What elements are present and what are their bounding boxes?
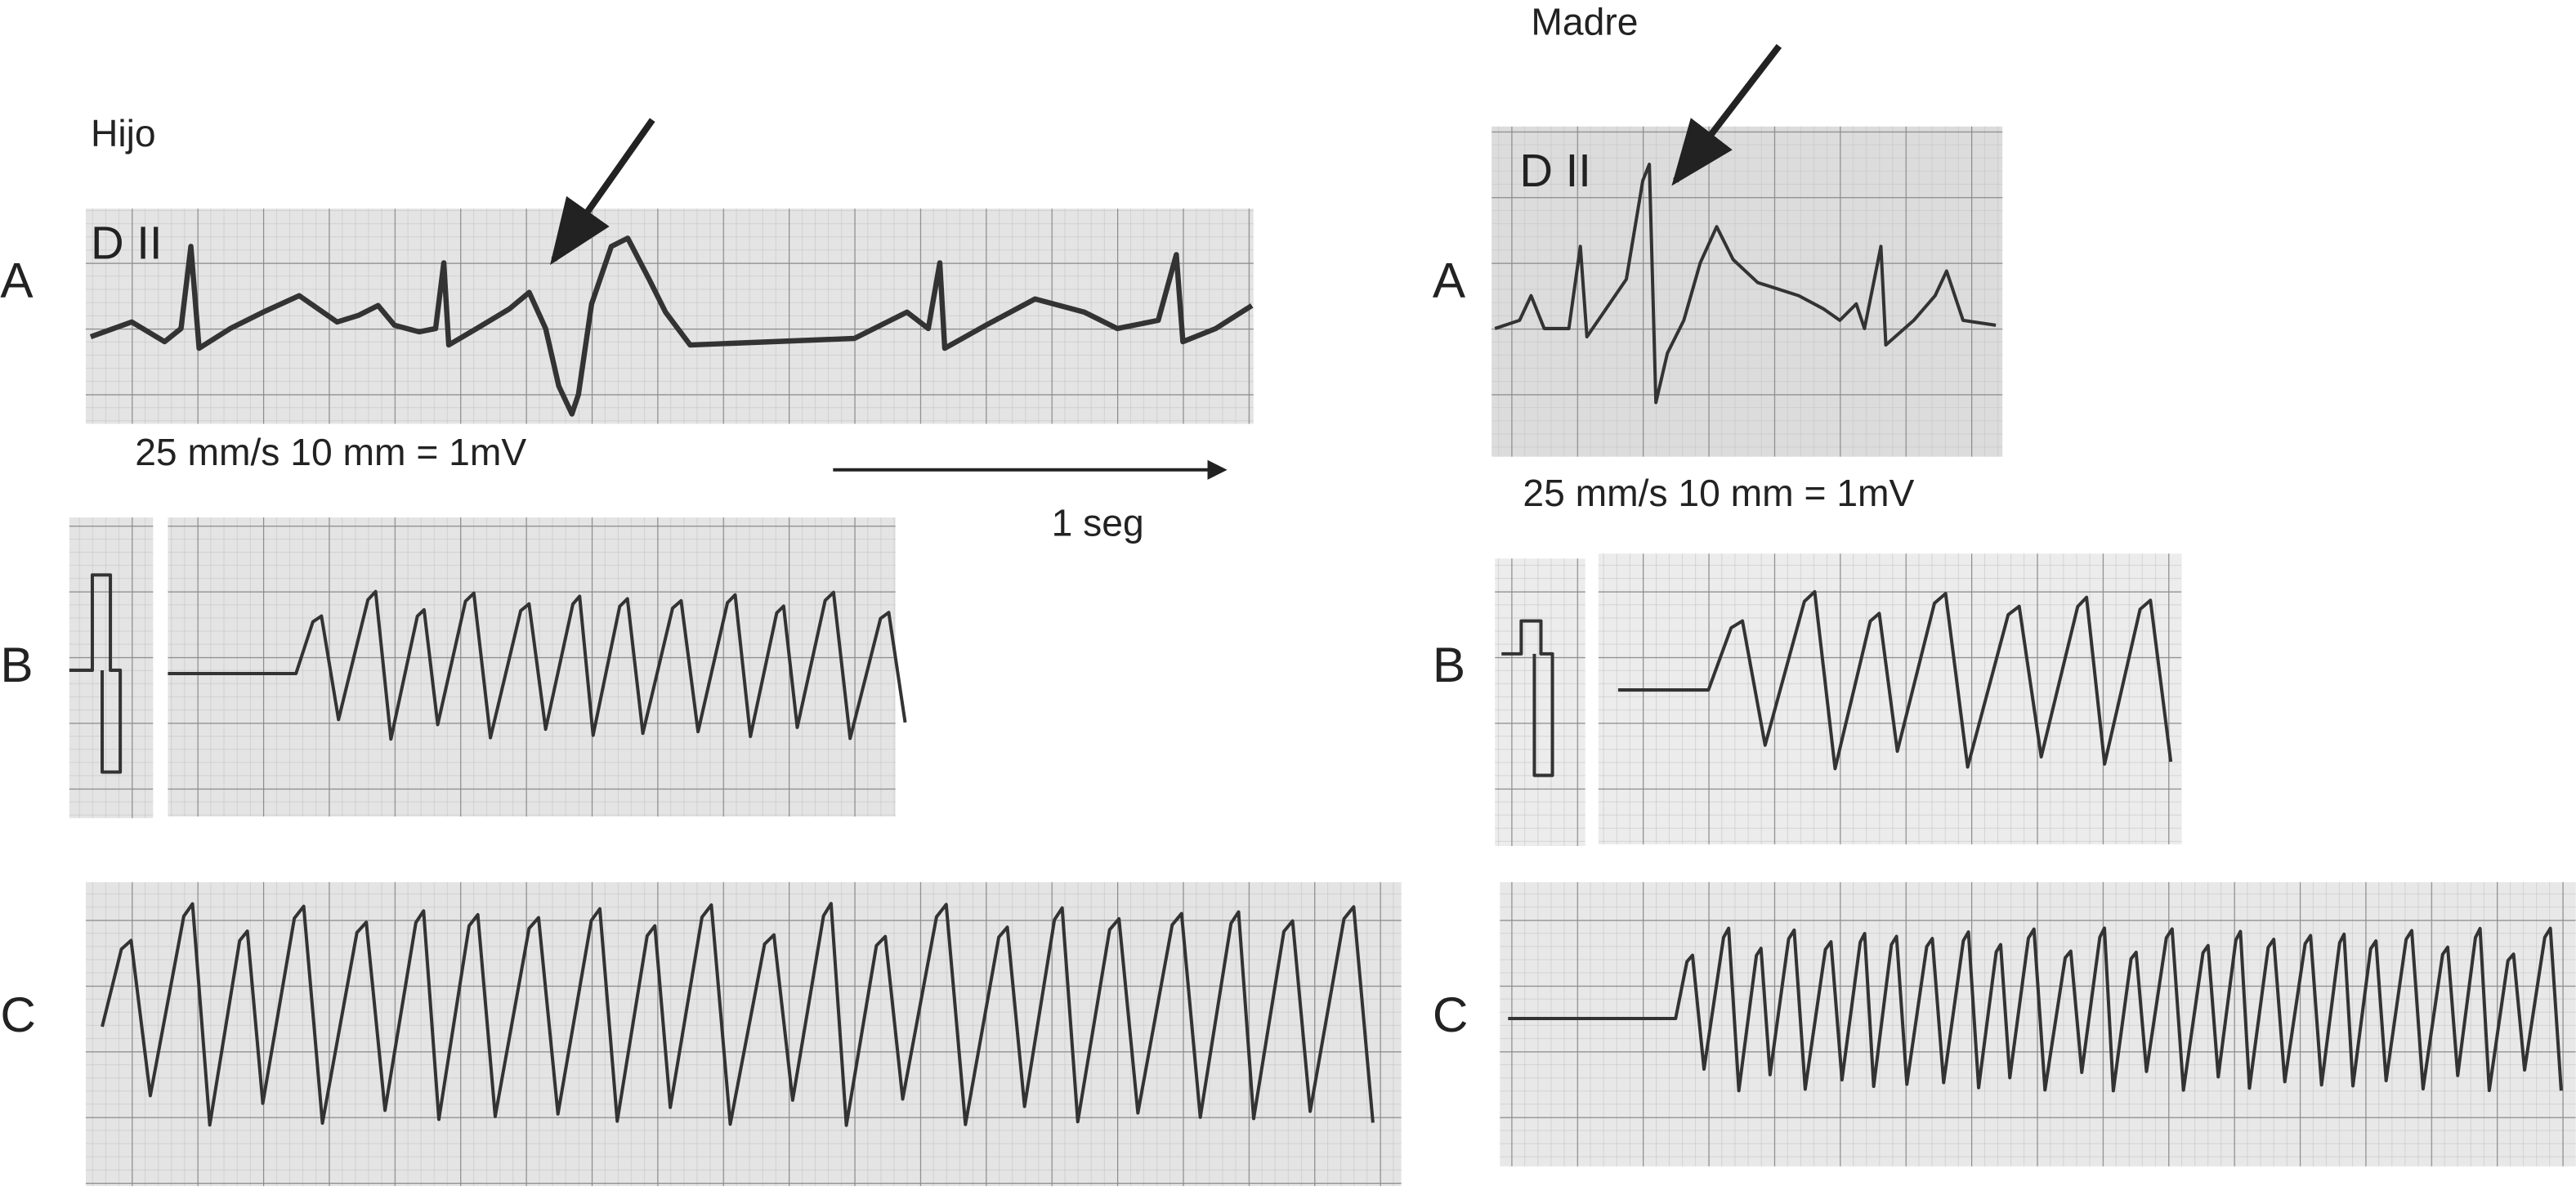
panel-title: Hijo [91, 112, 156, 154]
calibration [1501, 619, 1554, 777]
ecg-trace [101, 902, 1375, 1127]
ecg-trace [168, 589, 907, 741]
ecg-strips [69, 126, 2576, 1186]
grid [168, 517, 896, 817]
row-label: A [1433, 253, 1466, 308]
calibration [69, 573, 123, 774]
grid [1500, 882, 2576, 1166]
grid [1491, 126, 2003, 457]
panel-title: Madre [1531, 0, 1638, 43]
scale-label: 25 mm/s 10 mm = 1mV [1523, 472, 1914, 514]
time-label: 1 seg [1052, 501, 1144, 544]
scale-label: 25 mm/s 10 mm = 1mV [135, 431, 526, 473]
arrow [1671, 43, 1782, 186]
lead-label: D II [1519, 145, 1591, 196]
grid [1495, 558, 1585, 846]
ecg-trace [1494, 162, 1997, 405]
ecg-trace [89, 235, 1254, 417]
arrow [550, 118, 655, 266]
row-label: B [0, 637, 33, 692]
row-label: C [1433, 987, 1469, 1042]
row-label: B [1433, 637, 1465, 692]
row-label: A [0, 253, 34, 308]
row-label: C [0, 987, 36, 1042]
lead-label: D II [91, 217, 163, 268]
grid [85, 882, 1402, 1186]
ecg-trace [1617, 589, 2173, 771]
ecg-trace [1508, 926, 2563, 1093]
